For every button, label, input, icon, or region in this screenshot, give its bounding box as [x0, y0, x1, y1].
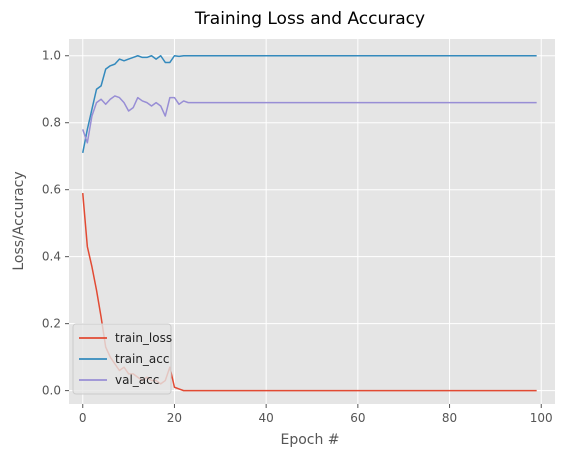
x-tick-label: 40: [259, 411, 274, 425]
x-axis-label: Epoch #: [280, 432, 339, 448]
y-tick-label: 0.2: [42, 317, 61, 331]
y-tick-label: 0.0: [42, 384, 61, 398]
legend-label: train_loss: [115, 331, 172, 345]
y-tick-label: 1.0: [42, 49, 61, 63]
y-tick-label: 0.8: [42, 116, 61, 130]
y-tick-label: 0.6: [42, 183, 61, 197]
tick-labels: 0 20 40 60 80 100 0.0 0.2 0.4 0.6 0.8 1.0: [42, 49, 553, 425]
legend-label: train_acc: [115, 352, 169, 366]
legend: train_loss train_acc val_acc: [72, 323, 172, 395]
y-axis-label: Loss/Accuracy: [11, 171, 27, 270]
series-line-train-acc: [82, 54, 537, 153]
chart-title: Training Loss and Accuracy: [194, 9, 425, 29]
y-tick-label: 0.4: [42, 250, 61, 264]
x-tick-label: 0: [79, 411, 87, 425]
x-tick-label: 80: [442, 411, 457, 425]
legend-label: val_acc: [115, 373, 159, 387]
x-tick-label: 20: [167, 411, 182, 425]
x-tick-label: 100: [530, 411, 553, 425]
x-tick-label: 60: [350, 411, 365, 425]
legend-box: [72, 323, 172, 395]
series-line-val-acc: [82, 95, 537, 144]
